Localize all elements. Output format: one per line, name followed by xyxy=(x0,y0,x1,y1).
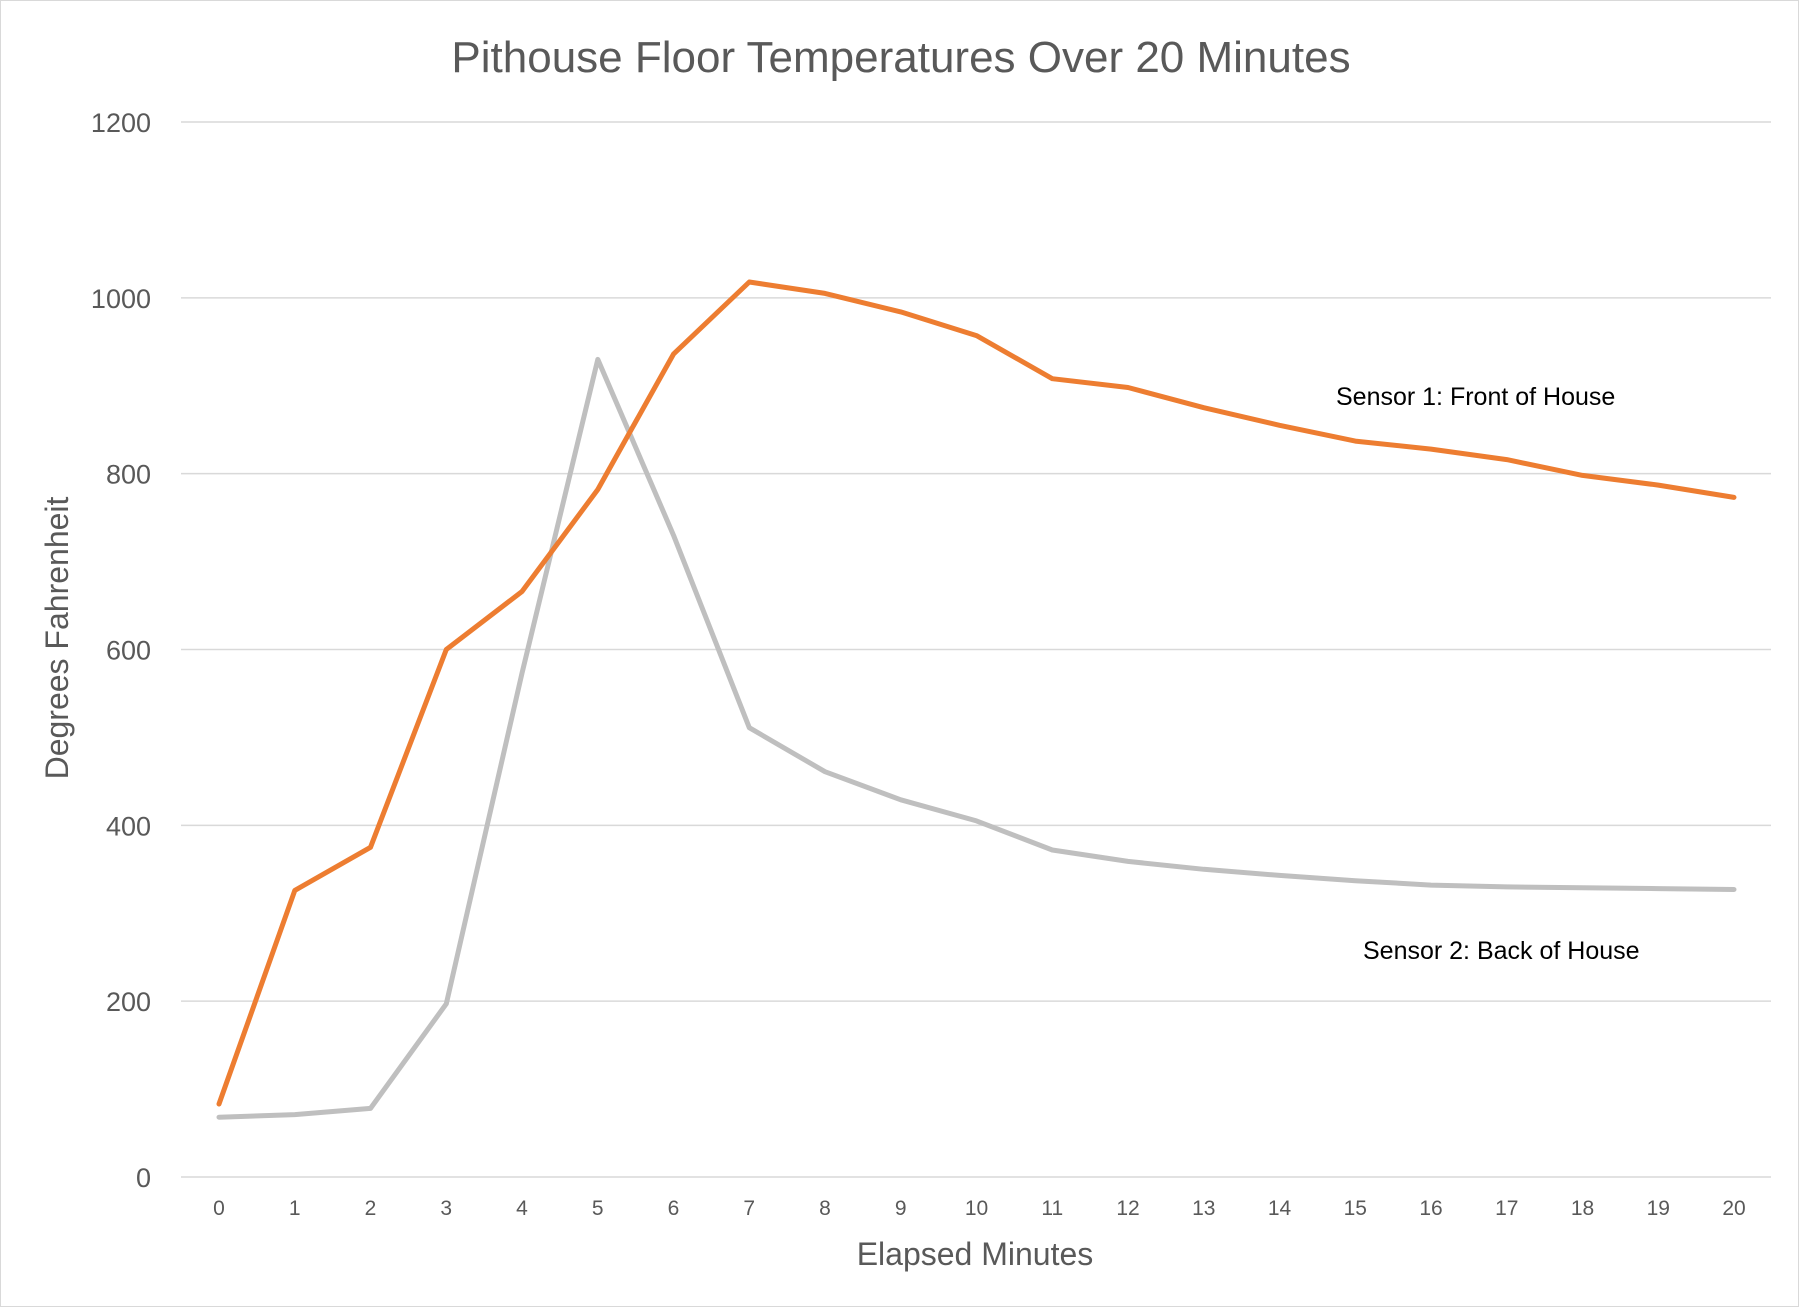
chart-title: Pithouse Floor Temperatures Over 20 Minu… xyxy=(451,33,1350,82)
x-tick-label: 7 xyxy=(743,1197,755,1220)
x-tick-label: 18 xyxy=(1571,1197,1594,1220)
x-tick-label: 19 xyxy=(1647,1197,1670,1220)
x-tick-label: 16 xyxy=(1419,1197,1442,1220)
x-tick-label: 4 xyxy=(516,1197,528,1220)
y-tick-label: 1000 xyxy=(91,284,151,314)
series-label-1: Sensor 1: Front of House xyxy=(1336,383,1615,411)
y-tick-label: 400 xyxy=(106,811,151,841)
x-tick-label: 3 xyxy=(440,1197,452,1220)
x-tick-label: 17 xyxy=(1495,1197,1518,1220)
series-line-2 xyxy=(216,356,1737,1120)
x-axis-ticks: 0 1 2 3 4 5 6 7 8 9 10 11 12 13 14 15 16 17 18 19 20 xyxy=(213,1197,1746,1220)
x-tick-label: 0 xyxy=(213,1197,225,1220)
x-tick-label: 9 xyxy=(895,1197,907,1220)
y-tick-label: 600 xyxy=(106,636,151,666)
x-tick-label: 8 xyxy=(819,1197,831,1220)
y-tick-label: 800 xyxy=(106,460,151,490)
x-tick-label: 13 xyxy=(1192,1197,1215,1220)
x-tick-label: 15 xyxy=(1344,1197,1367,1220)
x-tick-label: 5 xyxy=(592,1197,604,1220)
y-tick-label: 200 xyxy=(106,987,151,1017)
gridlines xyxy=(181,121,1771,1178)
x-tick-label: 14 xyxy=(1268,1197,1292,1220)
x-tick-label: 2 xyxy=(365,1197,377,1220)
x-tick-label: 10 xyxy=(965,1197,988,1220)
series-label-2: Sensor 2: Back of House xyxy=(1363,937,1640,965)
x-tick-label: 6 xyxy=(668,1197,680,1220)
x-tick-label: 20 xyxy=(1722,1197,1745,1220)
y-axis-title: Degrees Fahrenheit xyxy=(39,496,75,779)
series-line-1 xyxy=(216,279,1737,1107)
x-tick-label: 12 xyxy=(1116,1197,1139,1220)
x-tick-label: 1 xyxy=(289,1197,301,1220)
series-lines xyxy=(216,279,1737,1120)
x-axis-title: Elapsed Minutes xyxy=(857,1236,1094,1272)
y-axis-ticks: 0 200 400 600 800 1000 1200 xyxy=(91,108,151,1193)
x-tick-label: 11 xyxy=(1041,1197,1063,1220)
y-tick-label: 0 xyxy=(136,1163,151,1193)
y-tick-label: 1200 xyxy=(91,108,151,138)
series-annotations: Sensor 1: Front of House Sensor 2: Back o… xyxy=(1336,383,1640,965)
